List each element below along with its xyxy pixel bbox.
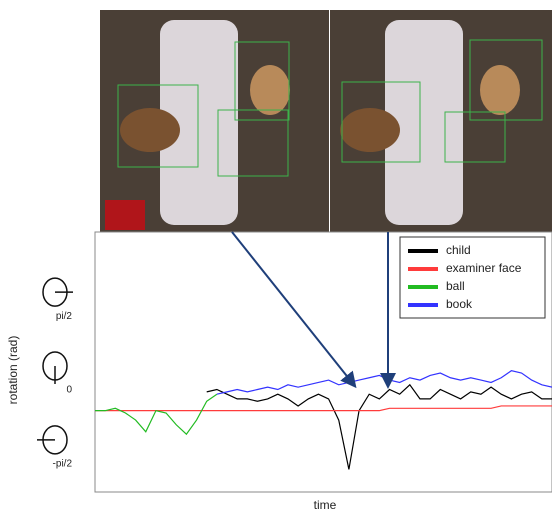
video-frame-left	[100, 10, 329, 232]
video-frame-right	[330, 10, 552, 232]
y-tick-icon	[43, 352, 67, 384]
series-line	[95, 394, 217, 434]
figure: rotation (rad) time pi/2 0 -pi/2 child exami…	[0, 0, 552, 516]
legend-label: ball	[446, 279, 465, 293]
legend-label: examiner face	[446, 261, 522, 275]
series-line	[217, 371, 552, 395]
y-tick-label: pi/2	[56, 311, 73, 322]
legend-label: book	[446, 297, 473, 311]
y-tick-icon	[37, 426, 67, 454]
series-line	[95, 406, 552, 411]
legend-label: child	[446, 243, 471, 257]
y-tick-label: 0	[66, 385, 72, 396]
x-axis-label: time	[314, 498, 337, 512]
arrow	[232, 232, 354, 385]
y-axis-label: rotation (rad)	[6, 336, 20, 405]
y-tick-icon	[43, 278, 73, 306]
y-tick-label: -pi/2	[53, 458, 73, 469]
series-line	[207, 385, 552, 470]
